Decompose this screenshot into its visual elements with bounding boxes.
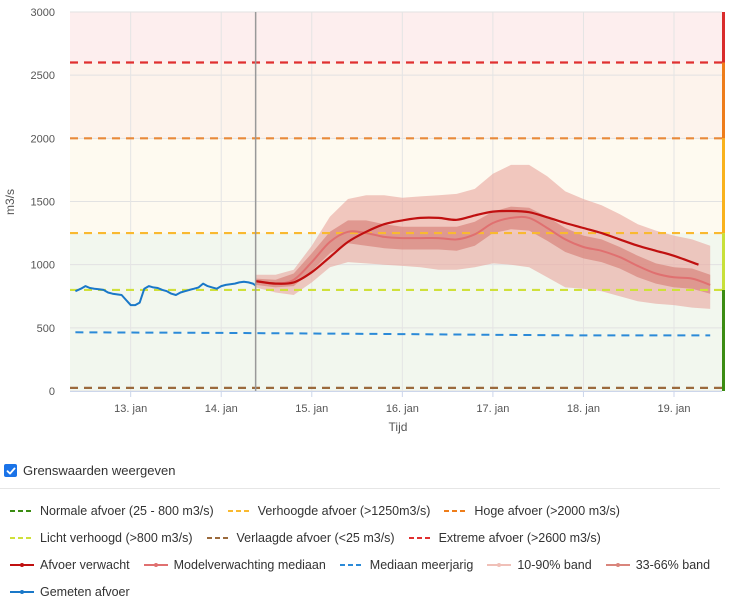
dashed-line-icon xyxy=(339,563,364,566)
x-axis-ticks: 13. jan 14. jan 15. jan 16. jan 17. jan 18. j… xyxy=(114,391,691,415)
legend-label: Modelverwachting mediaan xyxy=(173,557,326,572)
zone-band xyxy=(70,12,722,63)
legend-label: Licht verhoogd (>800 m3/s) xyxy=(40,530,193,545)
x-tick-label: 19. jan xyxy=(657,403,690,415)
line-marker-icon xyxy=(143,562,168,567)
status-bar-segment xyxy=(722,12,725,63)
band-33-66 xyxy=(255,206,711,294)
line-marker-icon xyxy=(487,562,512,567)
dashed-line-icon xyxy=(10,509,34,512)
legend-item[interactable]: 10-90% band xyxy=(487,557,592,572)
y-tick-label: 2500 xyxy=(31,70,55,82)
line-marker-icon xyxy=(10,589,34,594)
legend-label: Mediaan meerjarig xyxy=(369,557,474,572)
line-marker-icon xyxy=(605,562,630,567)
legend-label: Gemeten afvoer xyxy=(40,584,130,599)
y-tick-label: 2000 xyxy=(31,133,55,145)
y-tick-label: 1500 xyxy=(31,197,55,209)
legend-label: Extreme afvoer (>2600 m3/s) xyxy=(438,530,601,545)
threshold-toggle[interactable]: Grenswaarden weergeven xyxy=(4,463,175,478)
x-tick-label: 16. jan xyxy=(386,403,419,415)
checkmark-icon xyxy=(6,467,15,474)
series-lines xyxy=(70,12,722,392)
x-tick-label: 14. jan xyxy=(205,403,238,415)
line-marker-icon xyxy=(10,562,34,567)
x-tick-label: 18. jan xyxy=(567,403,600,415)
y-axis-title: m3/s xyxy=(3,189,17,215)
y-tick-label: 3000 xyxy=(31,7,55,19)
status-bar-segment xyxy=(722,289,725,391)
legend-label: Hoge afvoer (>2000 m3/s) xyxy=(474,503,620,518)
legend-label: 33-66% band xyxy=(635,557,711,572)
legend-item[interactable]: Mediaan meerjarig xyxy=(339,557,474,572)
legend-item[interactable]: Normale afvoer (25 - 800 m3/s) xyxy=(10,504,214,518)
legend-row: Licht verhoogd (>800 m3/s) Verlaagde afvo… xyxy=(10,524,730,551)
x-tick-label: 13. jan xyxy=(114,403,147,415)
forecast-bands xyxy=(255,164,711,309)
dashed-line-icon xyxy=(10,536,34,539)
legend-label: Afvoer verwacht xyxy=(40,557,130,572)
legend-item[interactable]: Modelverwachting mediaan xyxy=(143,557,326,572)
legend-item[interactable]: Hoge afvoer (>2000 m3/s) xyxy=(444,504,620,518)
status-color-bar xyxy=(722,12,725,391)
x-tick-label: 17. jan xyxy=(476,403,509,415)
legend-row: Normale afvoer (25 - 800 m3/s) Verhoogde … xyxy=(10,497,730,524)
status-bar-segment xyxy=(722,62,725,139)
series-gemeten-afvoer xyxy=(74,280,257,307)
series-mediaan-meerjarig xyxy=(75,331,711,337)
dashed-line-icon xyxy=(227,509,252,512)
x-tick-label: 15. jan xyxy=(295,403,328,415)
dashed-line-icon xyxy=(444,509,469,512)
legend-label: Normale afvoer (25 - 800 m3/s) xyxy=(40,503,214,518)
threshold-toggle-label: Grenswaarden weergeven xyxy=(23,463,176,478)
legend-item[interactable]: Extreme afvoer (>2600 m3/s) xyxy=(408,530,601,545)
legend-divider xyxy=(0,488,720,489)
status-bar-segment xyxy=(722,138,725,234)
y-tick-label: 500 xyxy=(37,323,55,335)
zone-band xyxy=(70,62,722,139)
y-tick-label: 1000 xyxy=(31,260,55,272)
legend-item[interactable]: Gemeten afvoer xyxy=(10,585,130,599)
legend-item[interactable]: Verlaagde afvoer (<25 m3/s) xyxy=(206,530,395,545)
legend-label: Verhoogde afvoer (>1250m3/s) xyxy=(257,503,431,518)
legend-row: Gemeten afvoer xyxy=(10,578,730,605)
legend-item[interactable]: Afvoer verwacht xyxy=(10,558,130,572)
status-bar-segment xyxy=(722,233,725,290)
series-modelverwachting-mediaan xyxy=(255,215,711,286)
legend-item[interactable]: Licht verhoogd (>800 m3/s) xyxy=(10,531,193,545)
x-axis-title: Tijd xyxy=(389,420,408,434)
chart-legend: Normale afvoer (25 - 800 m3/s) Verhoogde … xyxy=(10,497,730,605)
legend-item[interactable]: 33-66% band xyxy=(605,557,711,572)
legend-label: Verlaagde afvoer (<25 m3/s) xyxy=(236,530,395,545)
legend-item[interactable]: Verhoogde afvoer (>1250m3/s) xyxy=(227,503,431,518)
threshold-lines xyxy=(70,61,722,389)
series-afvoer-verwacht xyxy=(255,209,699,285)
y-axis-ticks: 0 500 1000 1500 2000 2500 3000 xyxy=(31,7,55,398)
y-tick-label: 0 xyxy=(49,386,55,398)
dashed-line-icon xyxy=(408,536,433,539)
legend-label: 10-90% band xyxy=(517,557,592,572)
threshold-checkbox[interactable] xyxy=(4,464,17,477)
dashed-line-icon xyxy=(206,536,231,539)
legend-row: Afvoer verwacht Modelverwachting mediaan M… xyxy=(10,551,730,578)
